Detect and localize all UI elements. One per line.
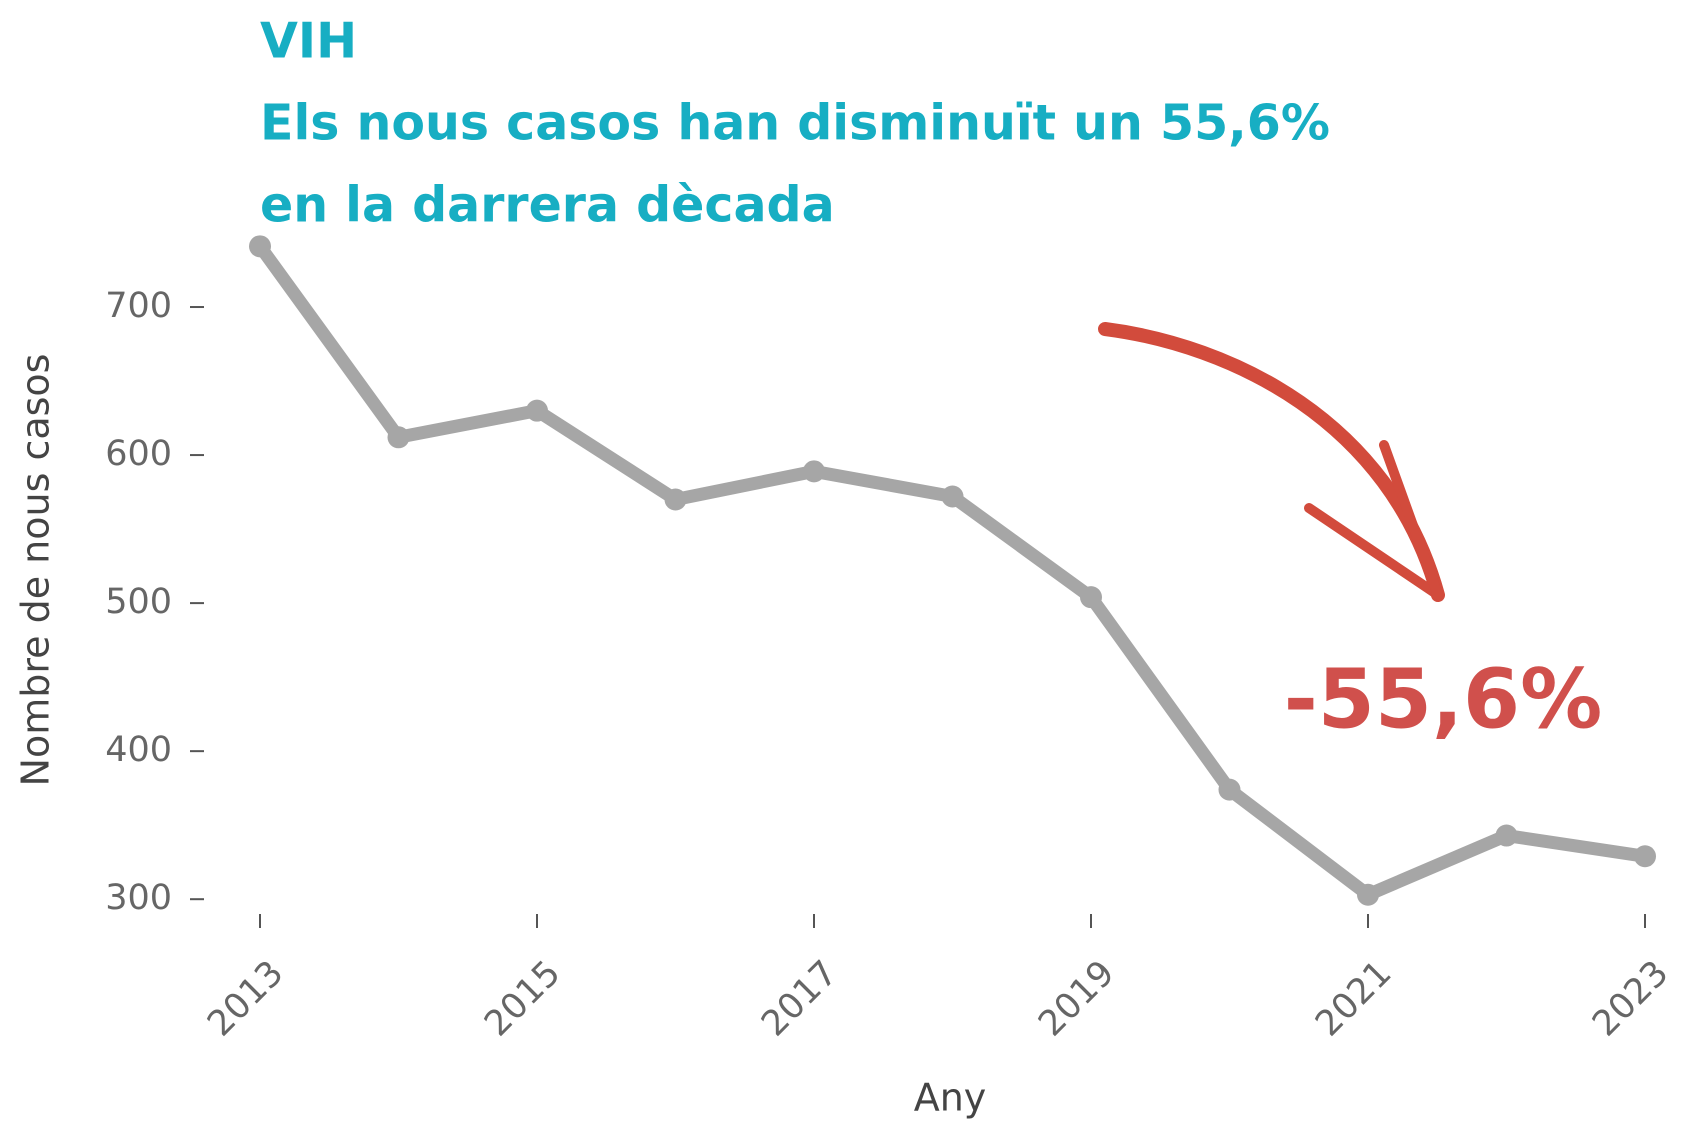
arrow	[1105, 329, 1438, 595]
chart-subtitle: Els nous casos han disminuït un 55,6%	[260, 95, 1330, 152]
point	[803, 460, 825, 482]
x-tick-label: 2017	[754, 953, 845, 1044]
y-tick-label: 500	[105, 582, 172, 622]
y-axis-label: Nombre de nous casos	[14, 354, 58, 787]
point	[249, 235, 271, 257]
y-tick-label: 700	[105, 286, 172, 326]
x-tick-label: 2019	[1031, 953, 1122, 1044]
point	[1219, 779, 1241, 801]
point	[526, 400, 548, 422]
point	[388, 426, 410, 448]
x-tick-label: 2013	[200, 953, 291, 1044]
x-tick-label: 2015	[477, 953, 568, 1044]
point	[665, 488, 687, 510]
y-tick-label: 400	[105, 730, 172, 770]
annotation: -55,6%	[1284, 652, 1603, 747]
y-tick-label: 600	[105, 434, 172, 474]
y-tick-label: 300	[105, 878, 172, 918]
x-tick-label: 2023	[1585, 953, 1676, 1044]
chart: VIH Els nous casos han disminuït un 55,6…	[0, 0, 1683, 1124]
chart-subtitle: en la darrera dècada	[260, 177, 835, 234]
x-axis-label: Any	[914, 1076, 987, 1120]
point	[1634, 845, 1656, 867]
point	[1496, 825, 1518, 847]
x-tick-label: 2021	[1308, 953, 1399, 1044]
point	[1357, 884, 1379, 906]
point	[942, 486, 964, 508]
point	[1080, 586, 1102, 608]
chart-title: VIH	[260, 13, 357, 70]
